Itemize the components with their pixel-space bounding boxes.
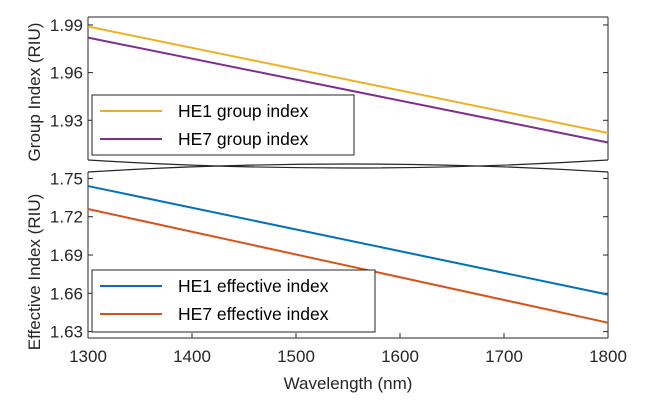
y-tick-label: 1.63 — [50, 323, 83, 342]
y-tick-label: 1.66 — [50, 284, 83, 303]
series-line-group-2 — [87, 36, 609, 144]
y-tick-label: 1.72 — [50, 208, 83, 227]
x-tick-label: 1600 — [381, 347, 419, 366]
y-axis-label-group-index: Group Index (RIU) — [25, 23, 44, 162]
y-tick-label: 1.69 — [50, 246, 83, 265]
series-line-effective-1 — [87, 185, 609, 296]
y-tick-label: 1.93 — [50, 111, 83, 130]
x-axis-label: Wavelength (nm) — [284, 374, 413, 393]
x-tick-label: 1500 — [277, 347, 315, 366]
x-tick-label: 1300 — [69, 347, 107, 366]
y-tick-label: 1.99 — [50, 16, 83, 35]
y-axis-label-effective-index: Effective Index (RIU) — [25, 194, 44, 351]
group-index-panel: 1.93 1.96 1.99 HE1 group index HE7 group ind… — [50, 16, 609, 160]
x-tick-label: 1800 — [589, 347, 627, 366]
axis-break-marker — [87, 159, 609, 173]
legend-label: HE1 effective index — [178, 276, 329, 296]
legend-label: HE1 group index — [178, 101, 309, 121]
break-curve-upper — [87, 159, 609, 169]
break-curve-lower — [87, 163, 609, 173]
x-tick-label: 1400 — [173, 347, 211, 366]
effective-index-panel: 1.63 1.66 1.69 1.72 1.75 1300 1400 1500 1600 1700… — [50, 169, 627, 366]
series-line-effective-2 — [87, 208, 609, 324]
y-tick-label: 1.96 — [50, 64, 83, 83]
legend-label: HE7 effective index — [178, 304, 329, 324]
y-tick-label: 1.75 — [50, 169, 83, 188]
legend-box — [91, 269, 376, 333]
legend-label: HE7 group index — [178, 129, 309, 149]
x-tick-label: 1700 — [485, 347, 523, 366]
legend-box — [91, 94, 355, 156]
series-line-group-1 — [87, 25, 609, 134]
legend-group: HE1 group index HE7 group index — [91, 94, 355, 156]
legend-effective: HE1 effective index HE7 effective index — [91, 269, 376, 333]
